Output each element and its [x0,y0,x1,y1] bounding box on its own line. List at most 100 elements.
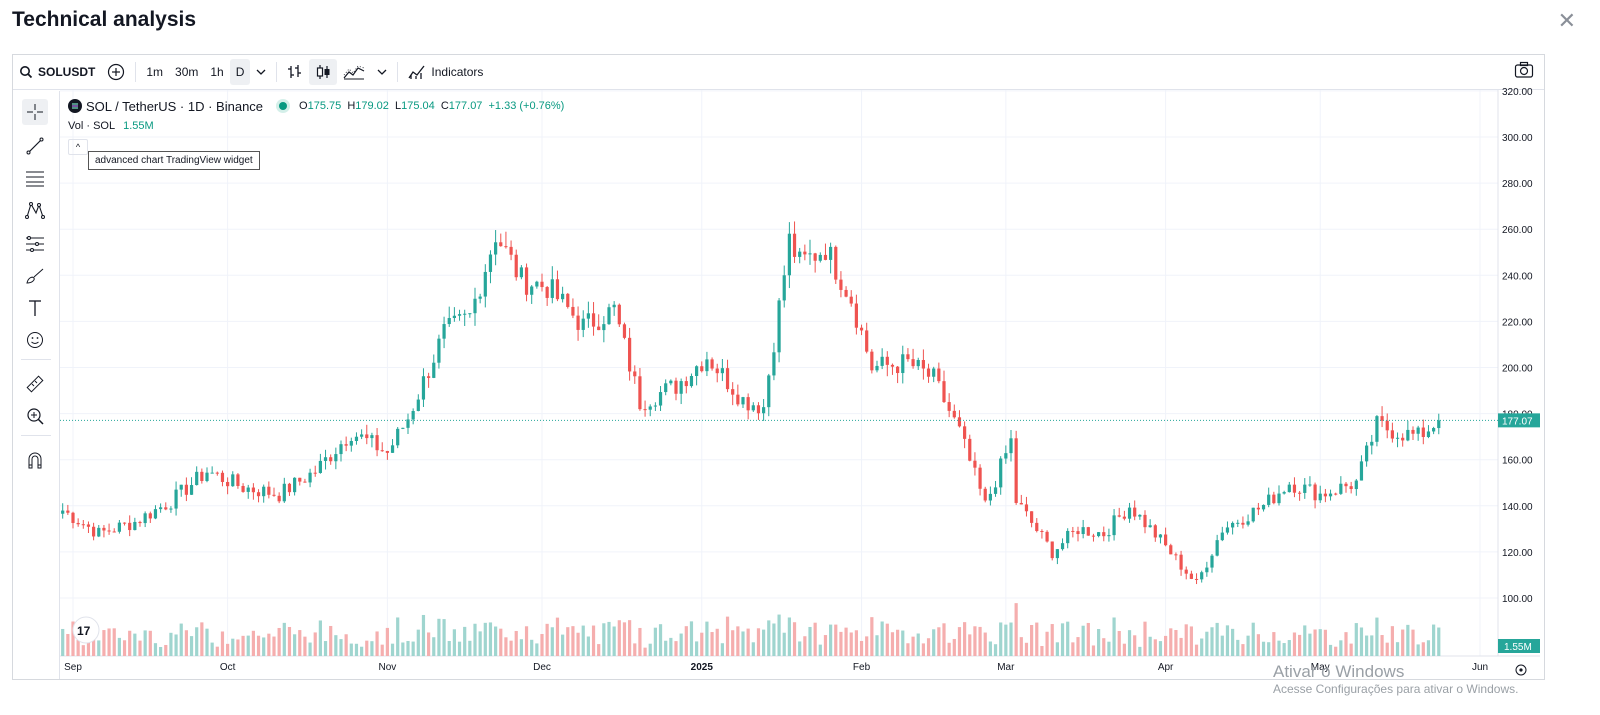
volume-bar [1215,622,1219,656]
volume-bar [1395,642,1400,656]
volume-bar [921,643,925,656]
volume-bar [143,630,147,656]
candle-body [1339,483,1343,494]
volume-bar [349,643,353,656]
trend-line-tool[interactable] [22,133,48,159]
volume-bar [1014,603,1018,656]
volume-bar [138,640,142,656]
volume-bar [122,640,127,656]
interval-d[interactable]: D [229,59,251,85]
pattern-tool[interactable] [22,197,48,223]
text-icon [29,300,41,316]
candle-body [633,371,637,377]
magnet-tool[interactable] [22,447,48,473]
compare-button[interactable] [101,59,131,85]
volume-bar [1122,643,1126,656]
volume-bar [1349,643,1353,656]
pattern-icon [25,202,45,219]
legend-collapse-button[interactable]: ^ [68,139,88,155]
candle-body [540,281,544,288]
prediction-tool[interactable] [22,231,48,257]
camera-icon [1514,61,1534,78]
chart-style-dropdown[interactable] [371,59,393,85]
candle-body [375,435,379,451]
settings-gear-icon [1515,664,1527,676]
volume-bar [1097,629,1101,656]
volume-bar [128,630,132,656]
candle-body [365,434,369,439]
volume-value: 1.55M [123,120,154,132]
y-tick-label: 220.00 [1502,317,1533,328]
candle-body [1019,502,1023,505]
x-tick-label: Jun [1472,662,1488,673]
chevron-down-icon [377,69,387,75]
candle-body [808,253,812,255]
volume-bar [1313,629,1317,656]
watermark-line2: Acesse Configurações para ativar o Windo… [1273,682,1519,696]
volume-bar [1102,638,1106,656]
market-status-dot[interactable] [279,102,288,110]
interval-dropdown[interactable] [250,59,272,85]
volume-bar [1076,637,1080,656]
volume-bar [669,637,673,656]
candle-body [1277,493,1281,504]
candle-body [1236,522,1240,524]
volume-bar [432,637,436,656]
interval-1h[interactable]: 1h [210,65,224,79]
candle-body [1380,416,1384,421]
volume-bar [1231,628,1235,656]
candle-body [1390,430,1394,439]
fib-tool[interactable] [22,165,48,191]
interval-1m[interactable]: 1m [146,65,164,79]
candle-body [298,477,302,482]
crosshair-tool[interactable] [22,99,48,125]
candle-body [854,303,858,328]
volume-bar [483,622,487,656]
high-value: 179.02 [355,100,389,112]
interval-30m[interactable]: 30m [175,65,199,79]
candles-style-button[interactable] [309,59,338,85]
volume-bar [963,622,967,656]
candle-body [277,495,281,502]
close-icon[interactable]: ✕ [1557,8,1576,33]
volume-bar [401,642,405,656]
screenshot-button[interactable] [1514,61,1534,82]
symbol-search-button[interactable]: SOLUSDT [13,59,101,85]
candle-body [901,354,905,374]
volume-bar [818,644,822,656]
brush-tool[interactable] [22,263,48,289]
volume-bar [1339,640,1343,656]
candle-body [566,293,570,307]
change-value: +1.33 (+0.76%) [488,100,565,112]
volume-bar [849,632,853,656]
candle-body [179,484,183,490]
chevron-down-icon [256,69,266,75]
volume-bar [1174,629,1178,656]
indicators-button[interactable]: Indicators [402,59,489,85]
candle-body [947,402,951,411]
candle-body [1189,573,1193,579]
emoji-tool[interactable] [22,327,48,353]
candle-body [1138,514,1142,517]
last-volume-label: 1.55M [1504,642,1532,653]
candle-body [1174,554,1178,556]
text-tool[interactable] [22,295,48,321]
candle-body [602,324,606,331]
volume-bar [942,623,946,656]
volume-bar [169,632,173,656]
bar-style-button[interactable] [281,59,309,85]
volume-bar [1359,627,1364,656]
last-price-label: 177.07 [1502,416,1533,427]
zoom-tool[interactable] [22,403,48,429]
indicators-label: Indicators [431,65,484,79]
candle-body [999,458,1003,488]
area-style-button[interactable] [337,59,371,85]
volume-bar [1328,644,1333,656]
measure-tool[interactable] [22,371,48,397]
y-tick-label: 300.00 [1502,133,1533,144]
volume-bar [937,627,941,656]
candle-body [488,254,493,272]
y-tick-label: 280.00 [1502,179,1533,190]
volume-bar [71,621,75,656]
